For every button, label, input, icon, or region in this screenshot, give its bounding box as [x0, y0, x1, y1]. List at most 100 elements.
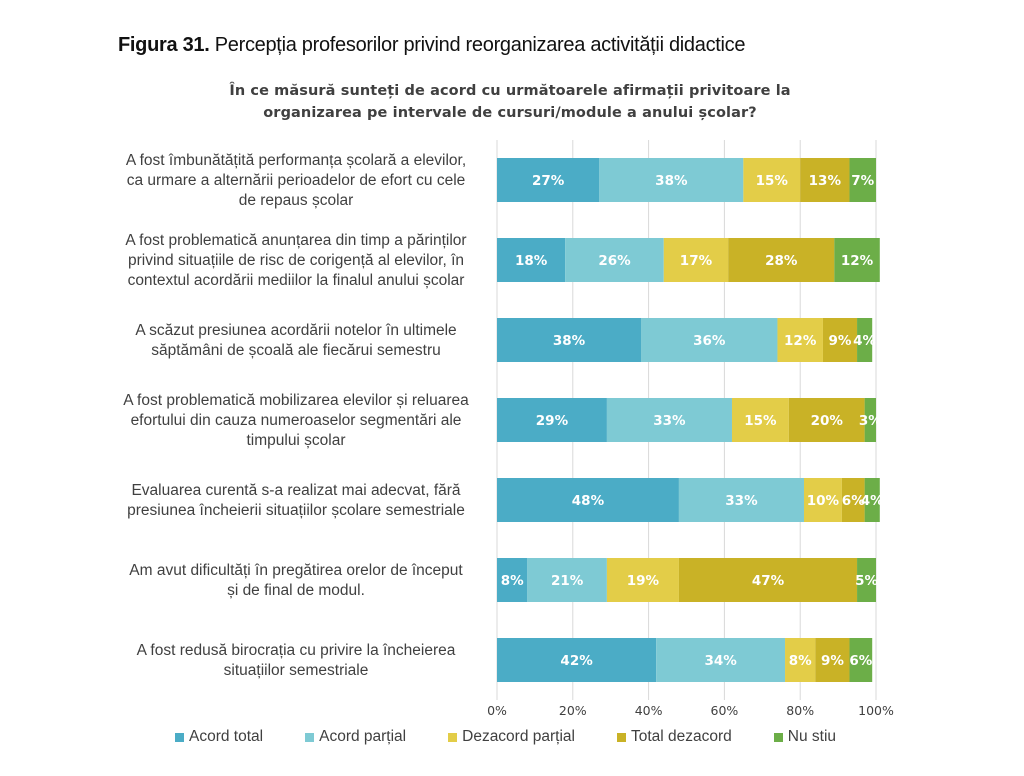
category-label-line: A scăzut presiunea acordării notelor în …: [135, 322, 456, 339]
category-label-line: ca urmare a alternării perioadelor de ef…: [127, 172, 466, 189]
legend: Acord total Acord parțial Dezacord parțial…: [175, 728, 878, 746]
category-label-line: privind situațiile de risc de corigență …: [128, 252, 464, 269]
bar-segment: [606, 558, 679, 602]
bar-segment: [834, 238, 880, 282]
category-label: A fost redusă birocrația cu privire la î…: [137, 642, 456, 679]
data-label: 15%: [756, 173, 789, 189]
category-label-line: și de final de modul.: [227, 582, 365, 599]
legend-swatch-icon: [616, 732, 626, 742]
data-label: 18%: [515, 253, 548, 269]
data-label: 28%: [765, 253, 798, 269]
bar-segment: [497, 638, 657, 682]
bar-segment: [599, 158, 744, 202]
chart-title: În ce măsură sunteți de acord cu următoa…: [180, 80, 840, 124]
data-label: 9%: [821, 653, 844, 669]
category-label-line: timpului școlar: [246, 432, 345, 449]
bar-segment: [728, 238, 835, 282]
data-label: 47%: [752, 573, 785, 589]
legend-swatch-icon: [448, 732, 458, 742]
data-label: 6%: [849, 653, 872, 669]
data-label: 21%: [551, 573, 584, 589]
data-label: 12%: [841, 253, 874, 269]
bar-segment: [803, 478, 842, 522]
legend-label: Acord total: [189, 728, 264, 745]
figure-number: Figura 31.: [118, 34, 210, 56]
data-label: 5%: [855, 573, 878, 589]
data-label: 19%: [627, 573, 660, 589]
data-label: 7%: [851, 173, 874, 189]
legend-item: Acord parțial: [305, 728, 406, 746]
data-label: 48%: [572, 493, 605, 509]
category-label-line: A fost problematică mobilizarea elevilor…: [123, 392, 469, 409]
data-label: 33%: [653, 413, 686, 429]
data-label: 33%: [725, 493, 758, 509]
category-label-line: Am avut dificultăți în pregătirea orelor…: [129, 562, 463, 579]
bar-segment: [849, 638, 873, 682]
category-label-line: presiunea încheierii situațiilor școlare…: [127, 502, 465, 519]
x-tick-label: 60%: [711, 703, 739, 718]
category-label-line: efortului din cauza numeroaselor segment…: [131, 412, 462, 429]
chart-title-line-1: În ce măsură sunteți de acord cu următoa…: [229, 83, 791, 99]
bars: 27% 38% 15% 13% 7% 18% 26% 17% 28% 12% 38% 36% 12% 9%…: [497, 158, 884, 682]
bar-segment: [822, 318, 858, 362]
chart-title-line-2: organizarea pe intervale de cursuri/modu…: [263, 105, 757, 121]
x-tick-label: 80%: [786, 703, 814, 718]
bar-segment: [743, 158, 801, 202]
x-tick-label: 20%: [559, 703, 587, 718]
bar-segment: [527, 558, 607, 602]
data-label: 9%: [829, 333, 852, 349]
data-label: 36%: [693, 333, 726, 349]
bar-segment: [606, 398, 732, 442]
data-label: 3%: [859, 413, 882, 429]
bar-segment: [497, 318, 642, 362]
category-label: A fost îmbunătățită performanța școlară …: [126, 152, 466, 209]
category-label-line: A fost problematică anunțarea din timp a…: [125, 232, 466, 249]
legend-label: Nu stiu: [787, 728, 837, 745]
legend-label: Dezacord parțial: [462, 728, 575, 745]
category-label-line: Evaluarea curentă s-a realizat mai adecv…: [131, 482, 460, 499]
category-label-line: A fost redusă birocrația cu privire la î…: [137, 642, 456, 659]
x-tick-label: 0%: [487, 703, 507, 718]
bar-segment: [497, 478, 679, 522]
bar-segment: [815, 638, 850, 682]
bar-segment: [663, 238, 729, 282]
legend-item: Total dezacord: [616, 728, 732, 746]
bar-segment: [777, 318, 823, 362]
legend-item: Nu stiu: [773, 728, 837, 746]
data-label: 13%: [809, 173, 842, 189]
data-label: 38%: [655, 173, 688, 189]
category-labels: A fost îmbunătățită performanța școlară …: [123, 152, 469, 679]
category-label: A fost problematică mobilizarea elevilor…: [123, 392, 469, 449]
category-label-line: contextul acordării mediilor la finalul …: [128, 272, 465, 289]
bar-segment: [678, 478, 804, 522]
legend-item: Acord total: [175, 728, 263, 746]
data-label: 4%: [861, 493, 884, 509]
bar-segment: [731, 398, 789, 442]
x-tick-label: 40%: [635, 703, 663, 718]
data-label: 4%: [853, 333, 876, 349]
category-label: A scăzut presiunea acordării notelor în …: [135, 322, 456, 359]
category-label: Am avut dificultăți în pregătirea orelor…: [129, 562, 463, 599]
data-label: 38%: [553, 333, 586, 349]
bar-segment: [656, 638, 786, 682]
legend-item: Dezacord parțial: [448, 728, 575, 746]
bar-segment: [800, 158, 850, 202]
data-label: 27%: [532, 173, 565, 189]
bar-segment: [864, 478, 880, 522]
bar-segment: [785, 638, 816, 682]
data-label: 10%: [807, 493, 840, 509]
data-label: 34%: [704, 653, 737, 669]
bar-segment: [641, 318, 778, 362]
category-label: A fost problematică anunțarea din timp a…: [125, 232, 466, 289]
bar-segment: [565, 238, 664, 282]
x-tick-label: 100%: [858, 703, 894, 718]
legend-swatch-icon: [175, 732, 184, 742]
data-label: 26%: [598, 253, 631, 269]
legend-swatch-icon: [773, 732, 783, 742]
category-label-line: A fost îmbunătățită performanța școlară …: [126, 152, 466, 169]
category-label-line: de repaus școlar: [239, 192, 354, 209]
figure-caption-text: Percepția profesorilor privind reorganiz…: [209, 34, 746, 56]
legend-label: Total dezacord: [630, 728, 732, 745]
bar-segment: [857, 318, 873, 362]
